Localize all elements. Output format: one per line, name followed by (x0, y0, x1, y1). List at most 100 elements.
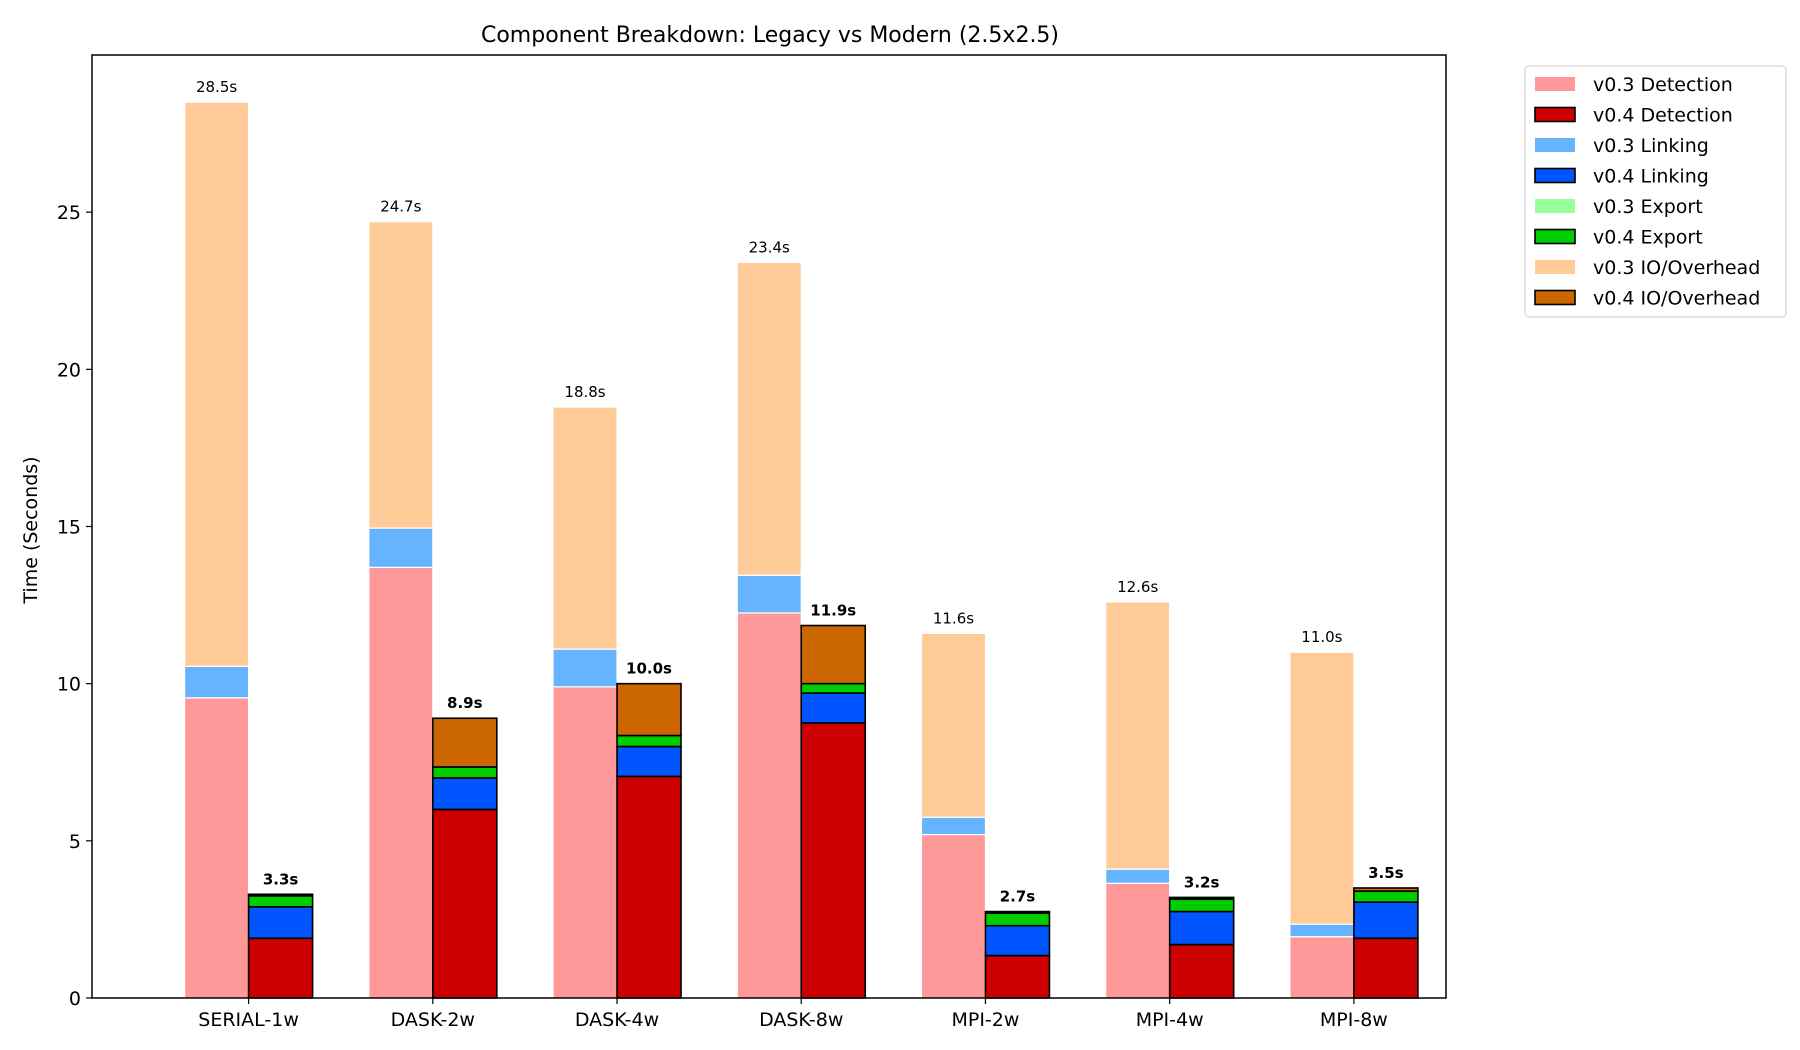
y-tick-label: 20 (57, 359, 81, 381)
y-tick-label: 15 (57, 517, 81, 539)
bar-v0-4-linking-dask-2w (432, 777, 498, 811)
legend-label-v0-4-detection: v0.4 Detection (1593, 105, 1733, 127)
bar-v0-3-linking-dask-8w (736, 574, 802, 614)
bar-v0-3-linking-mpi-2w (920, 816, 987, 836)
legend-swatch-v0-4-detection (1534, 106, 1576, 123)
bar-v0-3-detection-mpi-4w (1105, 882, 1171, 999)
bar-v0-4-linking-dask-4w (616, 745, 682, 778)
x-tick-label: MPI-4w (1136, 1009, 1204, 1031)
bar-v0-4-detection-mpi-8w (1353, 937, 1419, 999)
y-axis-label: Time (Seconds) (20, 456, 42, 604)
total-label-v0-3-mpi-4w: 12.6s (1117, 578, 1158, 596)
legend-label-v0-3-io-overhead: v0.3 IO/Overhead (1593, 257, 1760, 279)
total-label-v0-4-mpi-4w: 3.2s (1184, 873, 1220, 891)
legend-frame (1524, 65, 1787, 318)
bar-v0-4-io-overhead-dask-4w (616, 682, 682, 737)
legend-swatch-v0-3-linking (1535, 138, 1575, 152)
bar-v0-4-export-mpi-2w (984, 912, 1051, 927)
bar-v0-3-linking-serial-1w (183, 665, 250, 699)
y-tick-label: 0 (69, 988, 81, 1010)
total-label-v0-3-mpi-8w: 11.0s (1301, 628, 1342, 646)
bar-v0-3-detection-dask-8w (736, 612, 802, 999)
totals-layer: 28.5s 3.3s 24.7s 8.9s 18.8s 10.0s 23.4s 11.9s 11… (196, 78, 1404, 905)
bar-v0-4-export-dask-8w (800, 682, 867, 694)
bars-layer (183, 101, 1419, 999)
y-tick-label: 25 (57, 202, 81, 224)
total-label-v0-4-dask-2w: 8.9s (447, 694, 483, 712)
y-axis: 0 5 10 15 20 25 (57, 202, 92, 1010)
bar-v0-4-linking-dask-8w (800, 692, 867, 724)
bar-v0-3-io-overhead-dask-2w (368, 220, 434, 529)
legend-swatch-v0-3-io-overhead (1535, 260, 1575, 274)
bar-v0-4-detection-mpi-4w (1168, 943, 1235, 999)
bar-v0-4-io-overhead-mpi-2w (984, 910, 1051, 914)
legend-label-v0-4-export: v0.4 Export (1593, 227, 1703, 249)
legend-swatch-v0-4-export (1534, 228, 1576, 245)
x-tick-label: DASK-2w (391, 1009, 475, 1031)
bar-v0-3-linking-mpi-8w (1289, 923, 1355, 938)
x-tick-label: DASK-8w (759, 1009, 843, 1031)
x-tick-label: MPI-2w (951, 1009, 1019, 1031)
bar-v0-4-linking-mpi-2w (984, 924, 1051, 957)
bar-v0-4-detection-dask-2w (432, 808, 498, 999)
legend-swatch-v0-4-io-overhead (1534, 289, 1576, 306)
total-label-v0-3-dask-8w: 23.4s (749, 238, 790, 256)
total-label-v0-4-mpi-8w: 3.5s (1368, 864, 1404, 882)
bar-v0-4-export-dask-2w (432, 766, 498, 779)
bar-v0-3-io-overhead-serial-1w (183, 101, 250, 667)
bar-v0-4-detection-mpi-2w (984, 954, 1051, 999)
bar-v0-4-linking-mpi-4w (1168, 910, 1235, 946)
bar-v0-3-linking-dask-2w (368, 527, 434, 568)
x-tick-label: MPI-8w (1320, 1009, 1388, 1031)
bar-v0-4-io-overhead-mpi-8w (1353, 887, 1419, 892)
bar-v0-3-linking-mpi-4w (1105, 868, 1171, 884)
bar-v0-4-io-overhead-mpi-4w (1168, 896, 1235, 900)
bar-v0-4-io-overhead-dask-8w (800, 624, 867, 685)
bar-v0-4-detection-serial-1w (247, 937, 314, 999)
bar-v0-4-export-serial-1w (247, 895, 314, 908)
legend-swatch-v0-3-detection (1535, 77, 1575, 91)
bar-v0-3-linking-dask-4w (552, 648, 618, 688)
bar-v0-3-detection-dask-4w (552, 686, 618, 999)
bar-v0-4-io-overhead-serial-1w (247, 893, 314, 897)
bar-v0-4-export-mpi-8w (1353, 890, 1419, 903)
bar-v0-4-export-mpi-4w (1168, 898, 1235, 913)
bar-v0-3-io-overhead-mpi-4w (1105, 601, 1171, 870)
legend-label-v0-4-io-overhead: v0.4 IO/Overhead (1593, 288, 1760, 310)
bar-v0-3-detection-dask-2w (368, 566, 434, 999)
legend-label-v0-3-detection: v0.3 Detection (1593, 74, 1733, 96)
total-label-v0-3-serial-1w: 28.5s (196, 78, 237, 96)
total-label-v0-3-dask-4w: 18.8s (564, 383, 605, 401)
legend-label-v0-3-export: v0.3 Export (1593, 196, 1703, 218)
y-tick-label: 5 (69, 831, 81, 853)
bar-v0-4-detection-dask-4w (616, 775, 682, 999)
bar-v0-3-detection-mpi-8w (1289, 936, 1355, 999)
total-label-v0-4-dask-4w: 10.0s (626, 660, 672, 678)
total-label-v0-3-mpi-2w: 11.6s (933, 609, 974, 627)
legend[interactable]: v0.3 Detection v0.4 Detection v0.3 Linking… (1524, 65, 1787, 318)
bar-v0-3-io-overhead-dask-4w (552, 406, 618, 650)
legend-label-v0-3-linking: v0.3 Linking (1593, 135, 1709, 157)
bar-v0-3-detection-mpi-2w (920, 833, 987, 999)
bar-v0-3-io-overhead-mpi-2w (920, 632, 987, 818)
bar-v0-4-detection-dask-8w (800, 722, 867, 999)
total-label-v0-4-serial-1w: 3.3s (263, 870, 299, 888)
bar-v0-4-linking-serial-1w (247, 906, 314, 940)
bar-v0-3-io-overhead-mpi-8w (1289, 651, 1355, 925)
legend-swatch-v0-4-linking (1534, 167, 1576, 184)
x-axis: SERIAL-1w DASK-2w DASK-4w DASK-8w MPI-2w MPI-… (198, 998, 1388, 1031)
legend-swatch-v0-3-export (1535, 199, 1575, 213)
chart-title: Component Breakdown: Legacy vs Modern (2… (481, 23, 1059, 48)
total-label-v0-4-mpi-2w: 2.7s (1000, 888, 1036, 906)
bar-v0-3-io-overhead-dask-8w (736, 261, 802, 576)
legend-label-v0-4-linking: v0.4 Linking (1593, 166, 1709, 188)
x-tick-label: SERIAL-1w (198, 1009, 299, 1031)
total-label-v0-4-dask-8w: 11.9s (810, 602, 856, 620)
bar-v0-4-linking-mpi-8w (1353, 901, 1419, 940)
bar-v0-4-export-dask-4w (616, 734, 682, 748)
total-label-v0-3-dask-2w: 24.7s (380, 198, 421, 216)
bar-v0-3-detection-serial-1w (183, 697, 250, 999)
x-tick-label: DASK-4w (575, 1009, 659, 1031)
bar-v0-4-io-overhead-dask-2w (432, 717, 498, 768)
